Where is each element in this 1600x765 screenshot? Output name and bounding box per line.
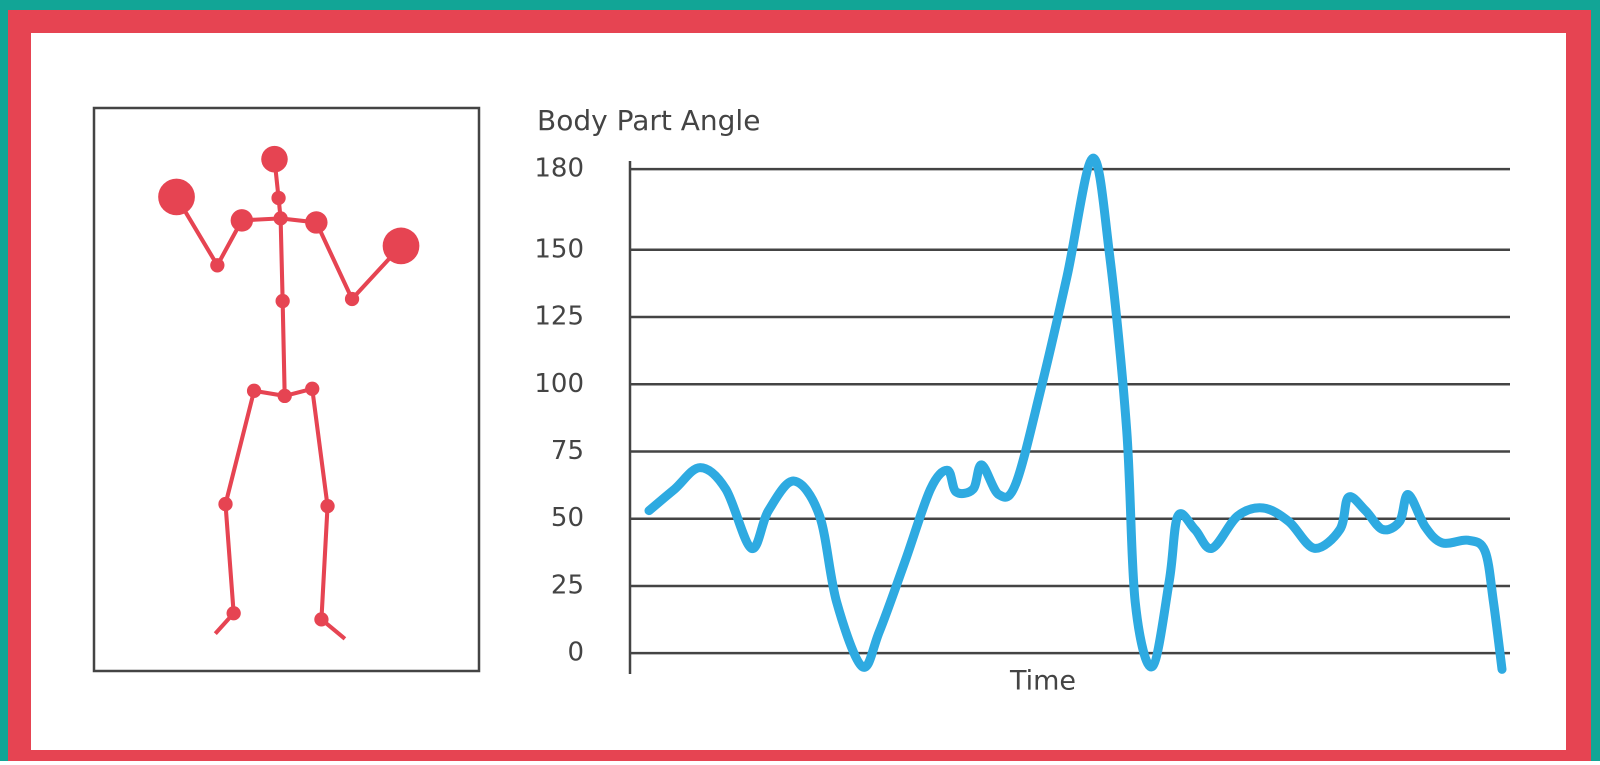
joint [226,606,241,621]
joint [246,383,262,398]
joint [382,227,420,265]
joint [305,381,320,396]
joint [273,211,288,226]
joint [344,291,360,307]
joint [314,612,329,627]
y-tick-label: 75 [551,436,584,466]
joint [158,178,195,216]
joint [218,496,233,512]
figure-box [92,106,481,673]
y-tick-label: 125 [534,302,584,332]
y-tick-label: 50 [551,503,584,533]
data-line [644,153,1507,674]
joint [271,190,286,206]
joint [230,209,254,232]
y-tick-label: 100 [534,369,584,399]
x-axis-label: Time [1009,666,1076,697]
joint [320,498,335,514]
y-tick-label: 0 [567,638,584,668]
joint [275,293,290,309]
joint [305,211,328,234]
joint [261,145,288,173]
y-tick-label: 180 [534,154,584,184]
y-axis-label: Body Part Angle [537,104,760,137]
y-tick-label: 25 [551,570,584,600]
stick-figure [158,145,420,641]
joint [277,388,292,404]
y-tick-label: 150 [534,234,584,264]
joint [210,258,225,273]
